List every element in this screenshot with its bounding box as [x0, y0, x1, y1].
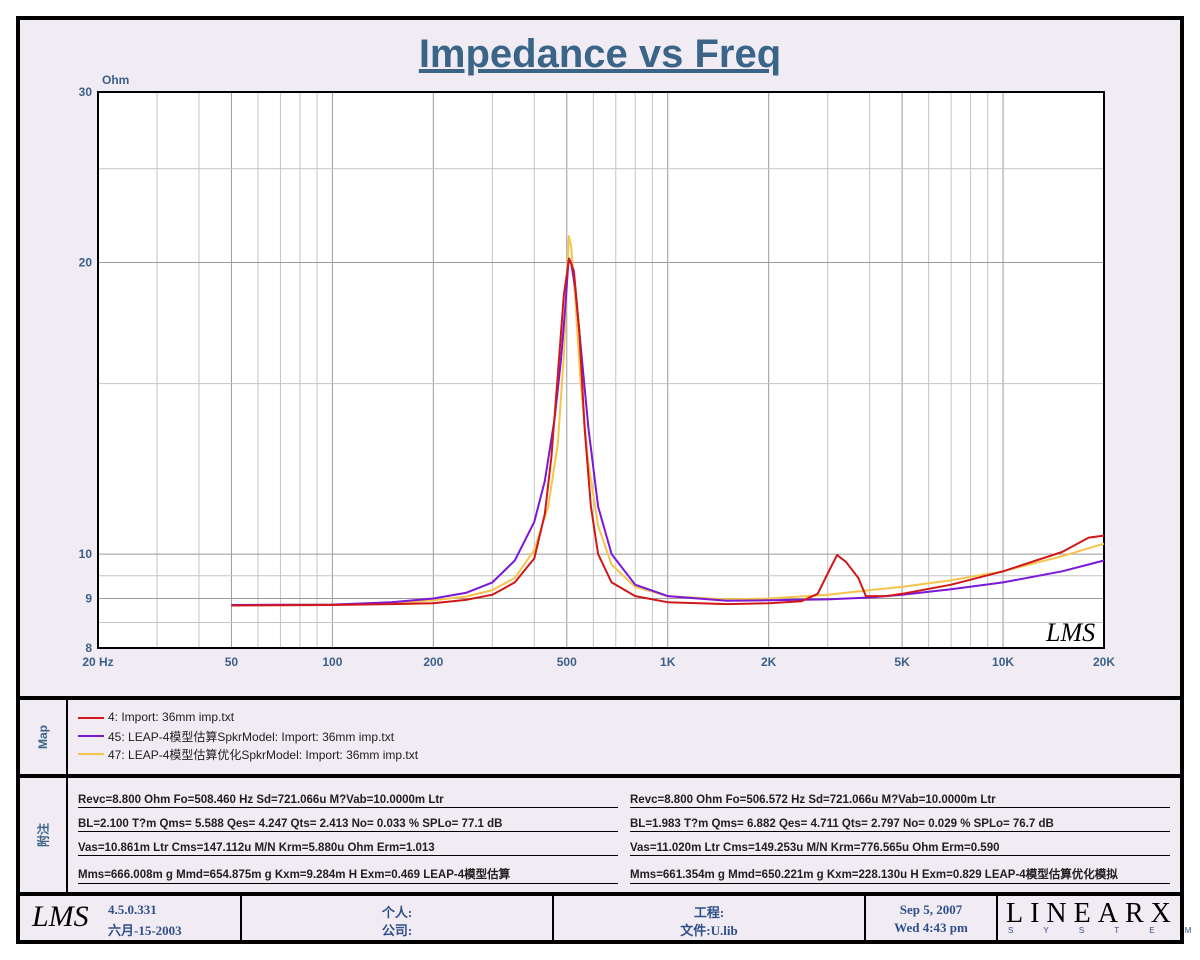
divider	[864, 896, 866, 940]
divider	[66, 778, 68, 892]
footer-project-cell: 工程: 文件:U.lib	[554, 896, 864, 938]
x-tick-label: 1K	[660, 655, 676, 669]
x-tick-label: 100	[322, 655, 342, 669]
person-label: 个人:	[381, 905, 413, 920]
legend-swatch	[78, 717, 104, 719]
param-line: Vas=10.861m Ltr Cms=147.112u M/N Krm=5.8…	[78, 842, 618, 856]
legend-swatch	[78, 735, 104, 737]
footer-date-cell: Sep 5, 2007 Wed 4:43 pm	[866, 896, 996, 938]
footer-person-cell: 个人: 公司:	[242, 896, 552, 938]
lms-logo: LMS	[32, 900, 89, 933]
map-panel-label: Map	[36, 725, 50, 749]
x-tick-label: 5K	[894, 655, 910, 669]
x-tick-label: 20 Hz	[82, 655, 113, 669]
impedance-chart: 20 Hz 50 100 200 500 1K 2K 5K 10K 20K89102030Ohm …	[79, 73, 1116, 669]
version-date: 六月-15-2003	[108, 923, 182, 938]
divider	[996, 896, 998, 940]
plot-area	[98, 92, 1104, 648]
y-tick-label: 30	[79, 85, 93, 99]
param-line: BL=1.983 T?m Qms= 6.882 Qes= 4.711 Qts= …	[630, 818, 1170, 832]
y-tick-label: 8	[85, 641, 92, 655]
footer-brand-cell: LINEARX S Y S T E M S	[998, 896, 1200, 938]
legend-label: 47: LEAP-4模型估算优化SpkrModel: Import: 36mm …	[108, 748, 419, 762]
x-tick-label: 20K	[1093, 655, 1115, 669]
divider	[66, 700, 68, 774]
y-tick-label: 10	[79, 547, 93, 561]
series-line	[231, 257, 1105, 607]
window-frame: 20 Hz 50 100 200 500 1K 2K 5K 10K 20K 8 9 10 20 30 Ohm …	[16, 16, 1200, 944]
plot-border	[97, 91, 1105, 649]
file-label: 文件:U.lib	[680, 923, 738, 938]
legend-swatch	[78, 753, 104, 755]
x-tick-label: 10K	[992, 655, 1014, 669]
param-line: Mms=666.008m g Mmd=654.875m g Kxm=9.284m…	[78, 866, 618, 884]
divider	[20, 774, 1180, 778]
divider	[240, 896, 242, 940]
y-tick-label: 20	[79, 256, 93, 270]
notes-panel: 附注 Revc=8.800 Ohm Fo=508.460 Hz Sd=721.0…	[20, 778, 1180, 892]
linearx-logo: LINEARX	[1006, 898, 1178, 929]
param-line: BL=2.100 T?m Qms= 5.588 Qes= 4.247 Qts= …	[78, 818, 618, 832]
param-line: Revc=8.800 Ohm Fo=506.572 Hz Sd=721.066u…	[630, 794, 1170, 808]
version-text: 4.5.0.331	[108, 902, 157, 917]
footer-version-cell: LMS 4.5.0.331 六月-15-2003	[20, 896, 240, 938]
chart-title: Impedance vs Freq	[418, 32, 782, 76]
y-unit-label: Ohm	[102, 73, 129, 87]
project-label: 工程:	[693, 905, 725, 920]
company-label: 公司:	[381, 923, 413, 938]
divider	[552, 896, 554, 940]
x-tick-label: 200	[423, 655, 443, 669]
x-tick-label: 500	[557, 655, 577, 669]
param-line: Revc=8.800 Ohm Fo=508.460 Hz Sd=721.066u…	[78, 794, 618, 808]
param-line: Mms=661.354m g Mmd=650.221m g Kxm=228.13…	[630, 866, 1170, 884]
notes-panel-label: 附注	[36, 822, 51, 848]
y-tick-label: 9	[85, 591, 92, 605]
divider	[20, 696, 1180, 700]
map-panel: Map 4: Import: 36mm imp.txt 45: LEAP-4模型估…	[20, 700, 1180, 774]
legend-label: 4: Import: 36mm imp.txt	[108, 710, 235, 724]
linearx-subtitle: S Y S T E M S	[1008, 926, 1200, 935]
series-line	[231, 235, 1105, 606]
divider	[20, 892, 1180, 896]
date-text: Sep 5, 2007	[899, 902, 963, 917]
chart-panel: 20 Hz 50 100 200 500 1K 2K 5K 10K 20K 8 9 10 20 30 Ohm …	[20, 20, 1180, 696]
x-tick-label: 2K	[761, 655, 777, 669]
x-tick-label: 50	[225, 655, 239, 669]
param-line: Vas=11.020m Ltr Cms=149.253u M/N Krm=776…	[630, 842, 1170, 856]
time-text: Wed 4:43 pm	[894, 920, 968, 935]
footer: LMS 4.5.0.331 六月-15-2003 个人: 公司: 工程: 文件:…	[20, 896, 1200, 940]
legend-label: 45: LEAP-4模型估算SpkrModel: Import: 36mm im…	[108, 730, 395, 744]
chart-watermark-logo: LMS	[1045, 618, 1095, 647]
